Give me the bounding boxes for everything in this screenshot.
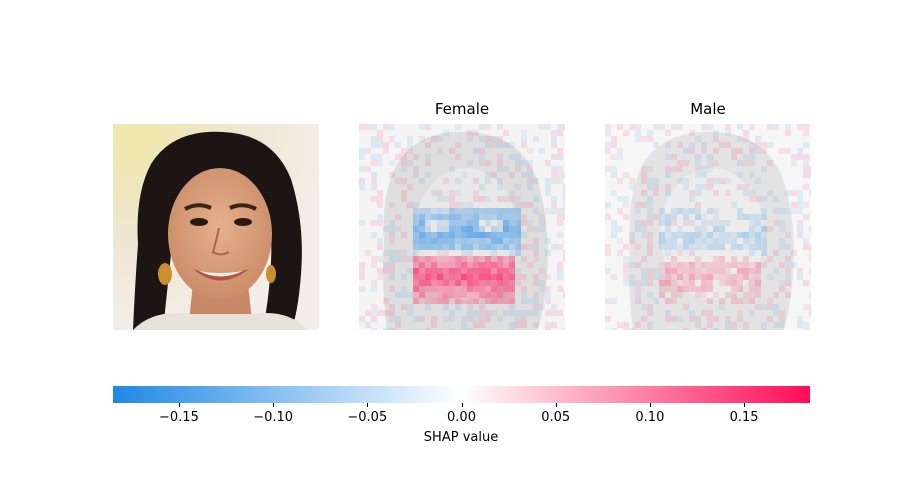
male-shap-heatmap (605, 124, 811, 330)
colorbar (113, 386, 810, 403)
male-shap-pixels (605, 124, 811, 330)
colorbar-tick-label: 0.00 (447, 410, 476, 425)
colorbar-tick (461, 403, 463, 407)
male-shap-overlay (605, 124, 811, 330)
colorbar-tick-label: −0.05 (347, 410, 388, 425)
colorbar-gradient (113, 386, 810, 403)
face-photo (113, 124, 319, 330)
colorbar-tick (649, 403, 651, 407)
female-shap-heatmap (359, 124, 565, 330)
input-face-image (113, 124, 319, 330)
colorbar-tick-label: 0.05 (541, 410, 571, 425)
female-shap-pixels (359, 124, 565, 330)
panel-title-male: Male (690, 100, 726, 118)
colorbar-tick-label: −0.10 (253, 410, 294, 425)
colorbar-tick-label: 0.15 (729, 410, 759, 425)
colorbar-tick (367, 403, 369, 407)
panel-title-female: Female (434, 100, 490, 118)
colorbar-tick (555, 403, 557, 407)
colorbar-tick (178, 403, 180, 407)
colorbar-tick-label: 0.10 (635, 410, 665, 425)
colorbar-tick (273, 403, 275, 407)
female-shap-overlay (359, 124, 565, 330)
colorbar-label: SHAP value (423, 430, 499, 445)
colorbar-tick-label: −0.15 (159, 410, 199, 425)
colorbar-tick (744, 403, 746, 407)
